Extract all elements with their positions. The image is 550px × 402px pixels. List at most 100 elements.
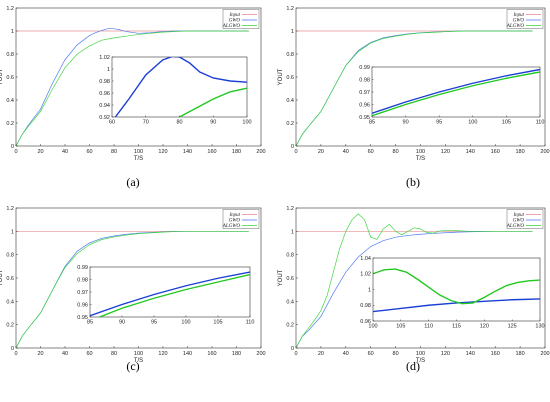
- series-group: [90, 271, 250, 317]
- series-line-algwo: [296, 30, 533, 146]
- x-tick-label: 100: [134, 351, 143, 357]
- x-tick-label: 160: [207, 351, 216, 357]
- y-tick-label: 0.2: [286, 121, 294, 127]
- chart-panel-a: 0 20 40 60 80 100 120 140 160 180 20000.20.40.60.8…: [0, 6, 266, 189]
- y-tick-label: 0.94: [99, 103, 110, 109]
- series-group: [372, 68, 540, 117]
- x-axis-label: T/S: [134, 156, 143, 162]
- x-tick-label: 110: [536, 120, 545, 126]
- x-axis-label: T/S: [134, 358, 143, 364]
- y-tick-label: 0: [291, 144, 294, 150]
- y-tick-label: 0: [11, 346, 14, 352]
- y-axis-label: YOUT: [0, 68, 4, 85]
- y-tick-label: 1.2: [286, 206, 294, 212]
- inset-plot-area: [111, 56, 248, 118]
- y-tick-label: 0.97: [77, 290, 88, 296]
- x-tick-label: 100: [416, 351, 425, 357]
- y-tick-label: 0.98: [99, 79, 110, 85]
- x-tick-label: 80: [393, 351, 399, 357]
- chart-panel-b: 0 20 40 60 80 100 120 140 160 180 200 0 0.2 0.4 0.6 0.8…: [278, 6, 550, 189]
- y-tick-label: 0.96: [99, 91, 110, 97]
- series-group: [373, 268, 540, 313]
- x-tick-label: 95: [436, 120, 442, 126]
- x-tick-label: 40: [343, 149, 349, 155]
- series-line-algwo: [296, 213, 533, 348]
- y-tick-label: 0.8: [286, 253, 294, 259]
- y-tick-label: 0.2: [286, 323, 294, 329]
- x-tick-label: 90: [210, 120, 216, 126]
- series-line-gwo: [90, 271, 250, 317]
- y-tick-label: 0: [291, 346, 294, 352]
- series-group: [16, 28, 249, 146]
- y-tick-label: 1: [11, 229, 14, 235]
- x-tick-label: 100: [134, 149, 143, 155]
- x-tick-label: 85: [87, 320, 93, 326]
- x-tick-label: 90: [119, 320, 125, 326]
- y-tick-label: 0.4: [6, 98, 14, 104]
- x-tick-label: 100: [181, 320, 190, 326]
- x-tick-label: 95: [151, 320, 157, 326]
- y-tick-label: 0.6: [6, 276, 14, 282]
- x-tick-label: 100: [368, 324, 377, 330]
- y-tick-label: 0.95: [359, 115, 370, 121]
- y-tick-label: 1.02: [360, 272, 371, 278]
- series-group: [114, 57, 247, 117]
- x-tick-label: 60: [86, 149, 92, 155]
- x-tick-label: 130: [535, 324, 544, 330]
- y-axis-label: YOUT: [0, 269, 4, 286]
- x-tick-label: 60: [109, 120, 115, 126]
- y-axis-label: YOUT: [278, 68, 284, 85]
- x-tick-label: 100: [468, 120, 477, 126]
- x-tick-label: 120: [158, 351, 167, 357]
- y-tick-label: 0.2: [6, 121, 14, 127]
- series-line-algwo: [16, 30, 249, 146]
- x-tick-label: 140: [466, 149, 475, 155]
- x-tick-label: 105: [213, 320, 222, 326]
- y-tick-label: 0.4: [286, 98, 294, 104]
- y-tick-label: 1.2: [286, 6, 294, 12]
- x-tick-label: 60: [368, 351, 374, 357]
- x-tick-label: 80: [111, 351, 117, 357]
- y-tick-label: 0.6: [286, 276, 294, 282]
- x-tick-label: 120: [441, 351, 450, 357]
- y-tick-label: 0.8: [286, 52, 294, 58]
- legend-label-input: Input: [228, 13, 240, 18]
- y-tick-label: 0.4: [286, 299, 294, 305]
- y-tick-label: 0.99: [77, 265, 88, 271]
- x-tick-label: 110: [246, 320, 255, 326]
- y-tick-label: 0.6: [286, 75, 294, 81]
- inset-panel: 85 90 95 100 105 110 0.95 0.96 0.97 0.98 0.99: [359, 65, 544, 126]
- series-line-algwo: [16, 230, 249, 348]
- x-tick-label: 0: [294, 149, 297, 155]
- y-tick-label: 1: [107, 67, 110, 73]
- inset-panel: 60 70 80 90 100 0.92 0.94 0.96 0.98 1 1.02: [99, 55, 251, 126]
- x-tick-label: 115: [452, 324, 461, 330]
- x-tick-label: 0: [14, 149, 17, 155]
- x-tick-label: 200: [256, 149, 265, 155]
- y-tick-label: 0.6: [6, 75, 14, 81]
- x-tick-label: 80: [111, 149, 117, 155]
- x-tick-label: 160: [207, 149, 216, 155]
- y-tick-label: 0.2: [6, 323, 14, 329]
- y-tick-label: 1.02: [99, 55, 110, 61]
- inset-panel: 100 105 110 115 120 125 130 0.96 0.98 1 1.02 1.04: [360, 256, 544, 330]
- inset-panel: 85 90 95 100 105 110 0.95 0.96 0.97 0.98 0.99: [77, 265, 254, 326]
- x-tick-label: 0: [294, 351, 297, 357]
- x-tick-label: 120: [441, 149, 450, 155]
- x-tick-label: 80: [176, 120, 182, 126]
- y-tick-label: 0.96: [77, 302, 88, 308]
- series-line-algwo: [372, 71, 540, 117]
- x-tick-label: 160: [491, 149, 500, 155]
- y-tick-label: 0.95: [77, 315, 88, 321]
- series-line-algwo: [99, 273, 250, 317]
- x-axis-label: T/S: [416, 156, 425, 162]
- y-tick-label: 0.8: [6, 52, 14, 58]
- y-tick-label: 0.92: [99, 115, 110, 121]
- x-tick-label: 40: [62, 149, 68, 155]
- x-tick-label: 105: [502, 120, 511, 126]
- series-group: [16, 230, 249, 348]
- series-line-gwo: [373, 298, 540, 313]
- x-tick-label: 70: [143, 120, 149, 126]
